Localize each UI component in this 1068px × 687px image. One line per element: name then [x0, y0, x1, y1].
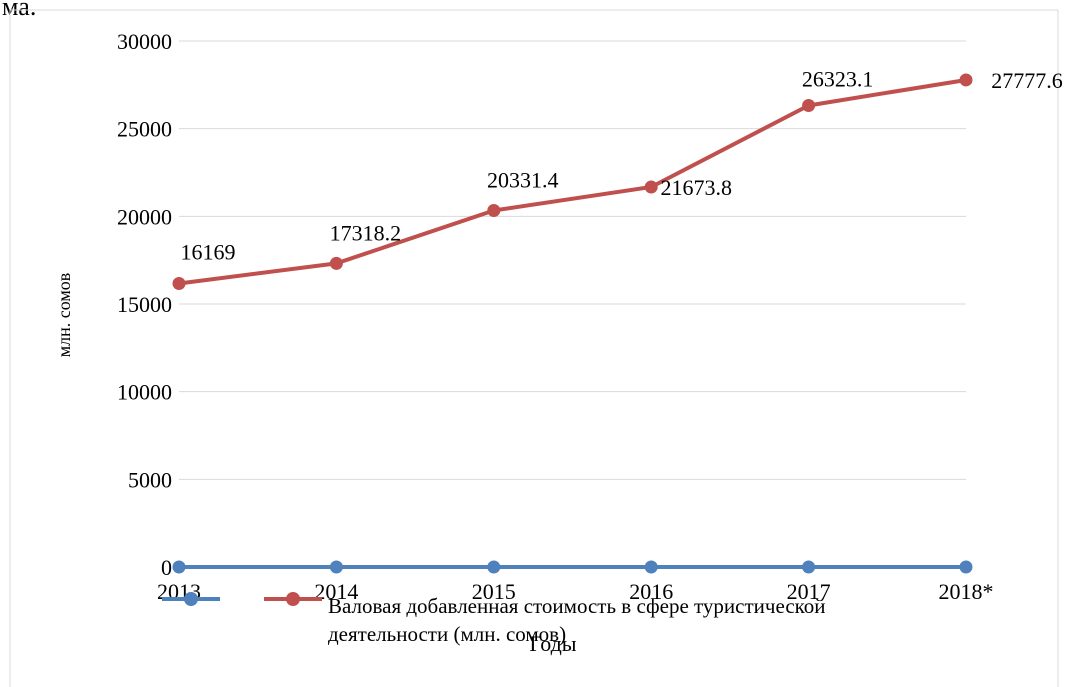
y-tick-label: 10000: [117, 380, 172, 405]
data-labels: 16169 17318.2 20331.4 21673.8 26323.1 27777.6: [181, 66, 1063, 264]
y-axis-label: млн. сомов: [54, 273, 74, 358]
legend-swatch-series-1-marker: [184, 592, 198, 606]
data-label: 26323.1: [802, 66, 874, 91]
series-2-point: [960, 73, 973, 86]
data-label: 21673.8: [660, 175, 732, 200]
legend-swatch-series-2-marker: [286, 592, 300, 606]
series-2-point: [802, 99, 815, 112]
y-tick-label: 30000: [117, 29, 172, 54]
data-label: 20331.4: [487, 168, 559, 193]
data-label: 27777.6: [991, 68, 1063, 93]
series-2-point: [330, 257, 343, 270]
y-tick-label: 25000: [117, 117, 172, 142]
series-1-point: [645, 561, 658, 574]
x-axis-label: Годы: [529, 631, 576, 656]
series-2-line: [179, 80, 966, 284]
data-label: 17318.2: [330, 220, 402, 245]
series-2-point: [173, 277, 186, 290]
y-tick-label: 0: [161, 555, 172, 580]
x-tick-label: 2018*: [939, 579, 994, 604]
series-1-point: [802, 561, 815, 574]
y-tick-label: 20000: [117, 204, 172, 229]
series-1-point: [487, 561, 500, 574]
y-tick-label: 5000: [128, 467, 172, 492]
series-1-point: [330, 561, 343, 574]
series-1-point: [173, 561, 186, 574]
series-2-point: [645, 180, 658, 193]
legend-label-line-1: Валовая добавленная стоимость в сфере ту…: [328, 594, 826, 618]
grid-lines: [179, 41, 966, 567]
legend: Валовая добавленная стоимость в сфере ту…: [162, 592, 826, 646]
data-label: 16169: [181, 240, 236, 265]
y-tick-label: 15000: [117, 292, 172, 317]
series-1-point: [960, 561, 973, 574]
y-axis-ticks: 0 5000 10000 15000 20000 25000 30000: [117, 29, 172, 580]
series-group: [173, 73, 973, 573]
series-2-point: [487, 204, 500, 217]
